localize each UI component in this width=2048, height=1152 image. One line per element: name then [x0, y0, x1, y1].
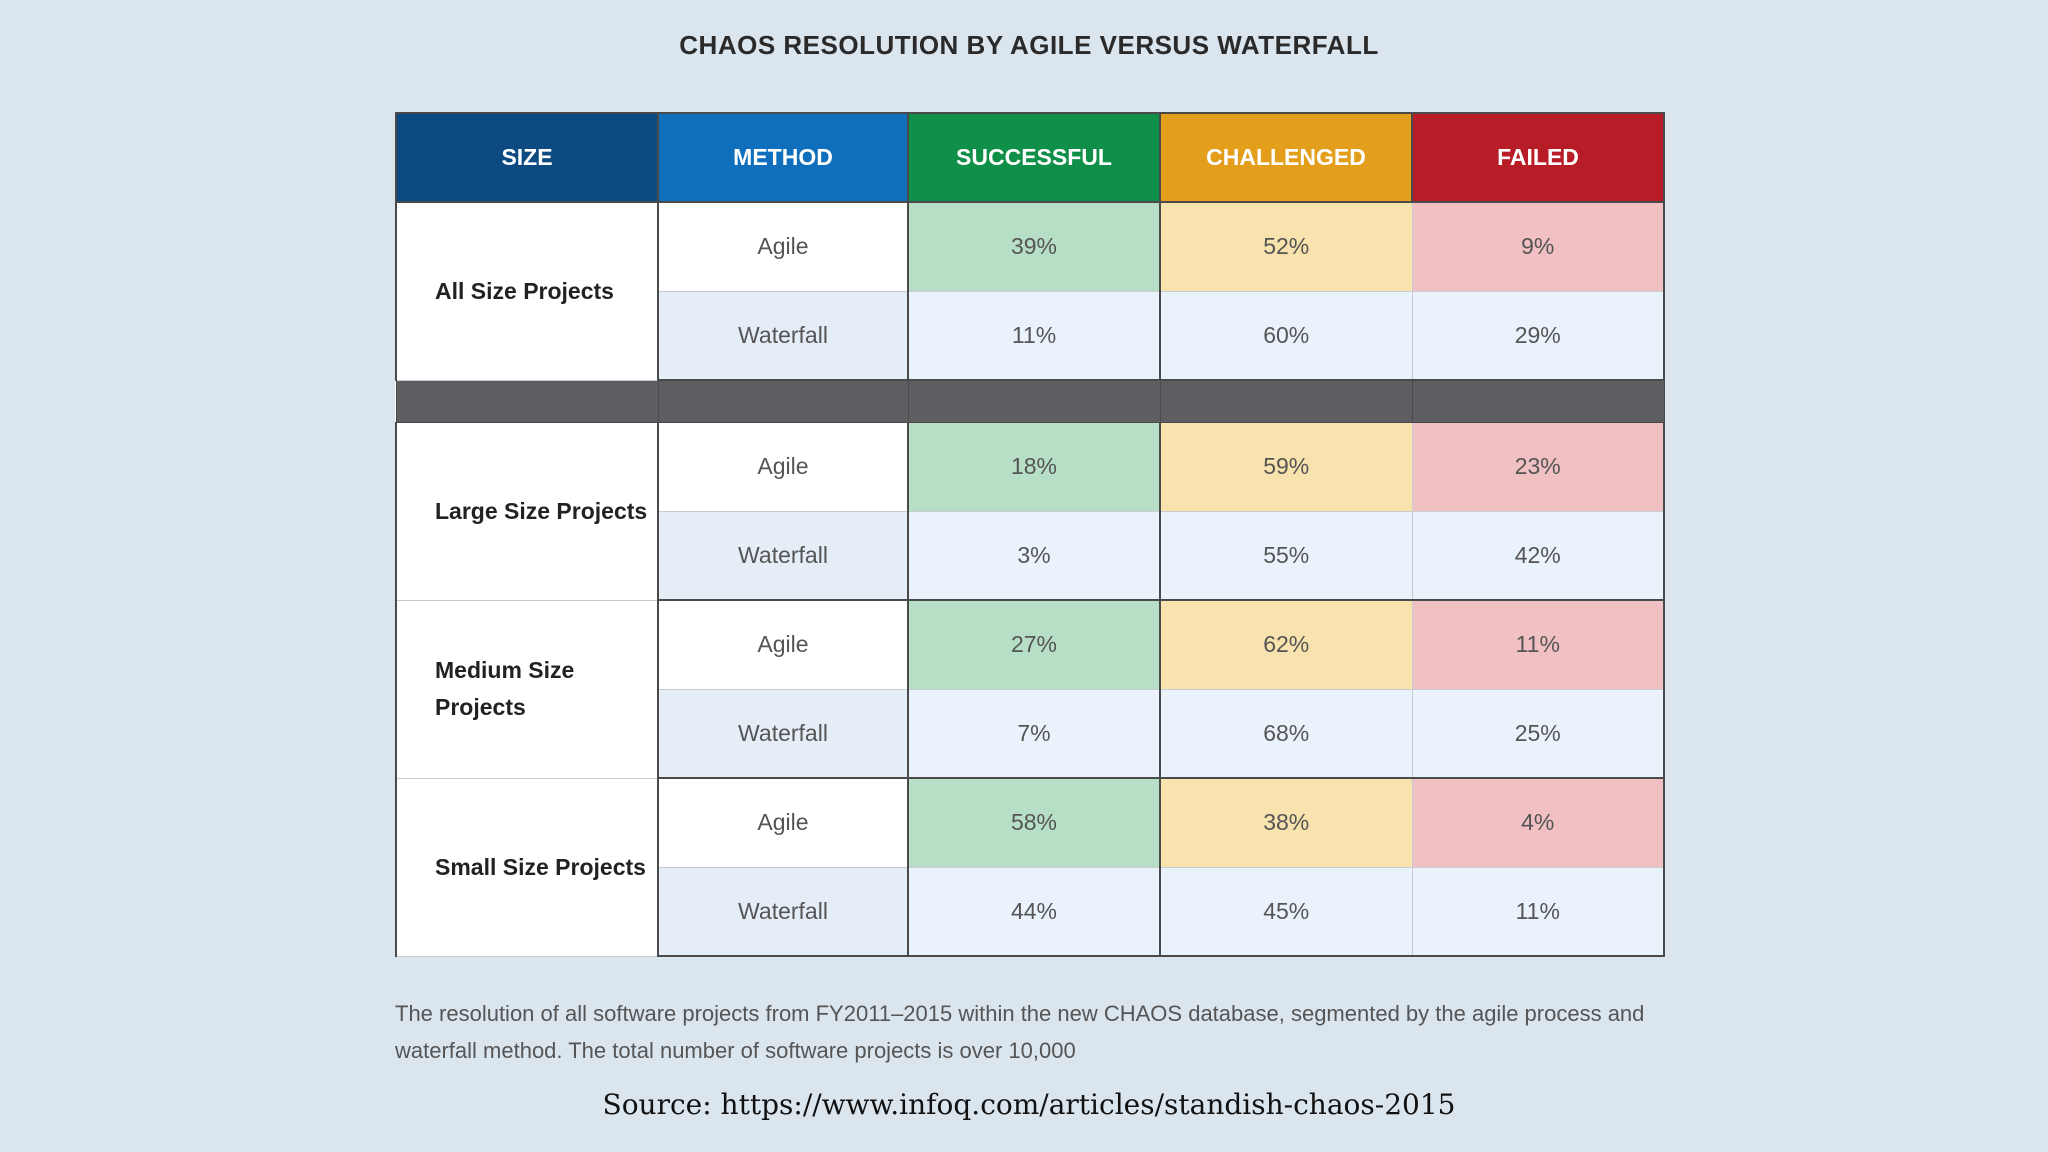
successful-cell: 3%	[907, 510, 1161, 601]
size-label-medium: Medium Size Projects	[395, 599, 659, 779]
successful-cell: 44%	[907, 866, 1161, 957]
table-row: Waterfall 7% 68% 25%	[396, 688, 1665, 779]
failed-cell: 25%	[1411, 688, 1665, 779]
separator-cell	[907, 379, 1161, 423]
method-cell: Waterfall	[657, 510, 909, 601]
successful-cell: 18%	[907, 421, 1161, 512]
method-cell: Waterfall	[657, 866, 909, 957]
method-cell: Waterfall	[657, 688, 909, 779]
successful-cell: 58%	[907, 777, 1161, 868]
successful-cell: 27%	[907, 599, 1161, 690]
column-header-method: METHOD	[657, 112, 909, 203]
failed-cell: 11%	[1411, 866, 1665, 957]
size-label-all: All Size Projects	[395, 201, 659, 381]
method-cell: Agile	[657, 777, 909, 868]
challenged-cell: 62%	[1159, 599, 1413, 690]
separator-cell	[1411, 379, 1665, 423]
failed-cell: 9%	[1411, 201, 1665, 292]
successful-cell: 11%	[907, 290, 1161, 381]
challenged-cell: 60%	[1159, 290, 1413, 381]
challenged-cell: 45%	[1159, 866, 1413, 957]
failed-cell: 4%	[1411, 777, 1665, 868]
failed-cell: 29%	[1411, 290, 1665, 381]
table-row: Small Size Projects Agile 58% 38% 4%	[395, 777, 1665, 957]
size-label-small: Small Size Projects	[395, 777, 659, 957]
chart-title: CHAOS RESOLUTION BY AGILE VERSUS WATERFA…	[679, 30, 1379, 60]
separator-cell	[1159, 379, 1413, 423]
table-row: Waterfall 11% 60% 29%	[396, 290, 1665, 381]
table-row: Large Size Projects Agile 18% 59% 23%	[395, 421, 1665, 601]
separator-row	[395, 379, 1665, 423]
separator-cell	[657, 379, 909, 423]
failed-cell: 11%	[1411, 599, 1665, 690]
method-cell: Waterfall	[657, 290, 909, 381]
failed-cell: 23%	[1411, 421, 1665, 512]
challenged-cell: 68%	[1159, 688, 1413, 779]
table-row: Waterfall 3% 55% 42%	[396, 510, 1665, 601]
table-row: Waterfall 44% 45% 11%	[396, 866, 1665, 957]
challenged-cell: 52%	[1159, 201, 1413, 292]
chaos-resolution-table: SIZE METHOD SUCCESSFUL CHALLENGED FAILED…	[395, 112, 1665, 957]
challenged-cell: 55%	[1159, 510, 1413, 601]
failed-cell: 42%	[1411, 510, 1665, 601]
separator-cell	[395, 379, 659, 423]
column-header-successful: SUCCESSFUL	[907, 112, 1161, 203]
method-cell: Agile	[657, 599, 909, 690]
source-citation: Source: https://www.infoq.com/articles/s…	[602, 1088, 1456, 1121]
method-cell: Agile	[657, 421, 909, 512]
successful-cell: 39%	[907, 201, 1161, 292]
challenged-cell: 59%	[1159, 421, 1413, 512]
column-header-challenged: CHALLENGED	[1159, 112, 1413, 203]
column-header-size: SIZE	[395, 112, 659, 203]
size-label-large: Large Size Projects	[395, 421, 659, 601]
table-caption: The resolution of all software projects …	[395, 1001, 1645, 1063]
table-row: Medium Size Projects Agile 27% 62% 11%	[395, 599, 1665, 779]
successful-cell: 7%	[907, 688, 1161, 779]
table-header-row: SIZE METHOD SUCCESSFUL CHALLENGED FAILED	[395, 112, 1665, 203]
column-header-failed: FAILED	[1411, 112, 1665, 203]
challenged-cell: 38%	[1159, 777, 1413, 868]
method-cell: Agile	[657, 201, 909, 292]
table-row: All Size Projects Agile 39% 52% 9%	[395, 201, 1665, 381]
